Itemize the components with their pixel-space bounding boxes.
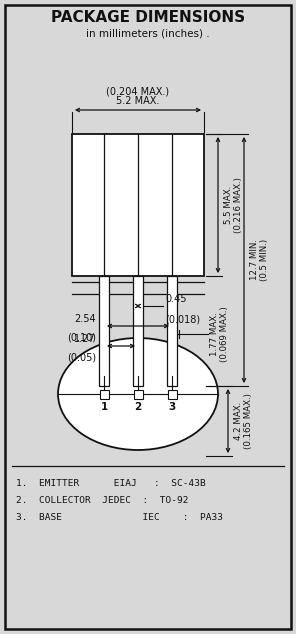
Text: PACKAGE DIMENSIONS: PACKAGE DIMENSIONS xyxy=(51,10,245,25)
Text: (0.204 MAX.): (0.204 MAX.) xyxy=(107,86,170,96)
Text: 1: 1 xyxy=(100,403,108,413)
Text: 1.27: 1.27 xyxy=(74,334,96,344)
Text: 5.5 MAX.
(0.216 MAX.): 5.5 MAX. (0.216 MAX.) xyxy=(224,177,243,233)
Bar xyxy=(133,389,142,399)
Text: 5.2 MAX.: 5.2 MAX. xyxy=(116,96,160,106)
Bar xyxy=(168,389,176,399)
Text: 12.7 MIN.
(0.5 MIN.): 12.7 MIN. (0.5 MIN.) xyxy=(250,239,269,281)
Text: 1.77 MAX.
(0.069 MAX.): 1.77 MAX. (0.069 MAX.) xyxy=(210,306,229,362)
Ellipse shape xyxy=(58,338,218,450)
Text: 2.54: 2.54 xyxy=(74,314,96,324)
Text: 3.  BASE              IEC    :  PA33: 3. BASE IEC : PA33 xyxy=(16,513,223,522)
Text: in millimeters (inches) .: in millimeters (inches) . xyxy=(86,28,210,38)
Text: (0.018): (0.018) xyxy=(165,314,200,324)
Text: (0.10): (0.10) xyxy=(67,332,96,342)
Bar xyxy=(72,134,204,276)
Bar xyxy=(99,276,109,386)
Text: 1.  EMITTER      EIAJ   :  SC-43B: 1. EMITTER EIAJ : SC-43B xyxy=(16,479,206,488)
Bar xyxy=(167,276,177,386)
Bar xyxy=(133,276,143,386)
Text: 2: 2 xyxy=(134,403,141,413)
Text: 3: 3 xyxy=(168,403,176,413)
Text: 0.45: 0.45 xyxy=(165,294,186,304)
Text: (0.05): (0.05) xyxy=(67,352,96,362)
Text: 2.  COLLECTOR  JEDEC  :  TO-92: 2. COLLECTOR JEDEC : TO-92 xyxy=(16,496,189,505)
Bar xyxy=(99,389,109,399)
Text: 4.2 MAX.
(0.165 MAX.): 4.2 MAX. (0.165 MAX.) xyxy=(234,393,253,449)
